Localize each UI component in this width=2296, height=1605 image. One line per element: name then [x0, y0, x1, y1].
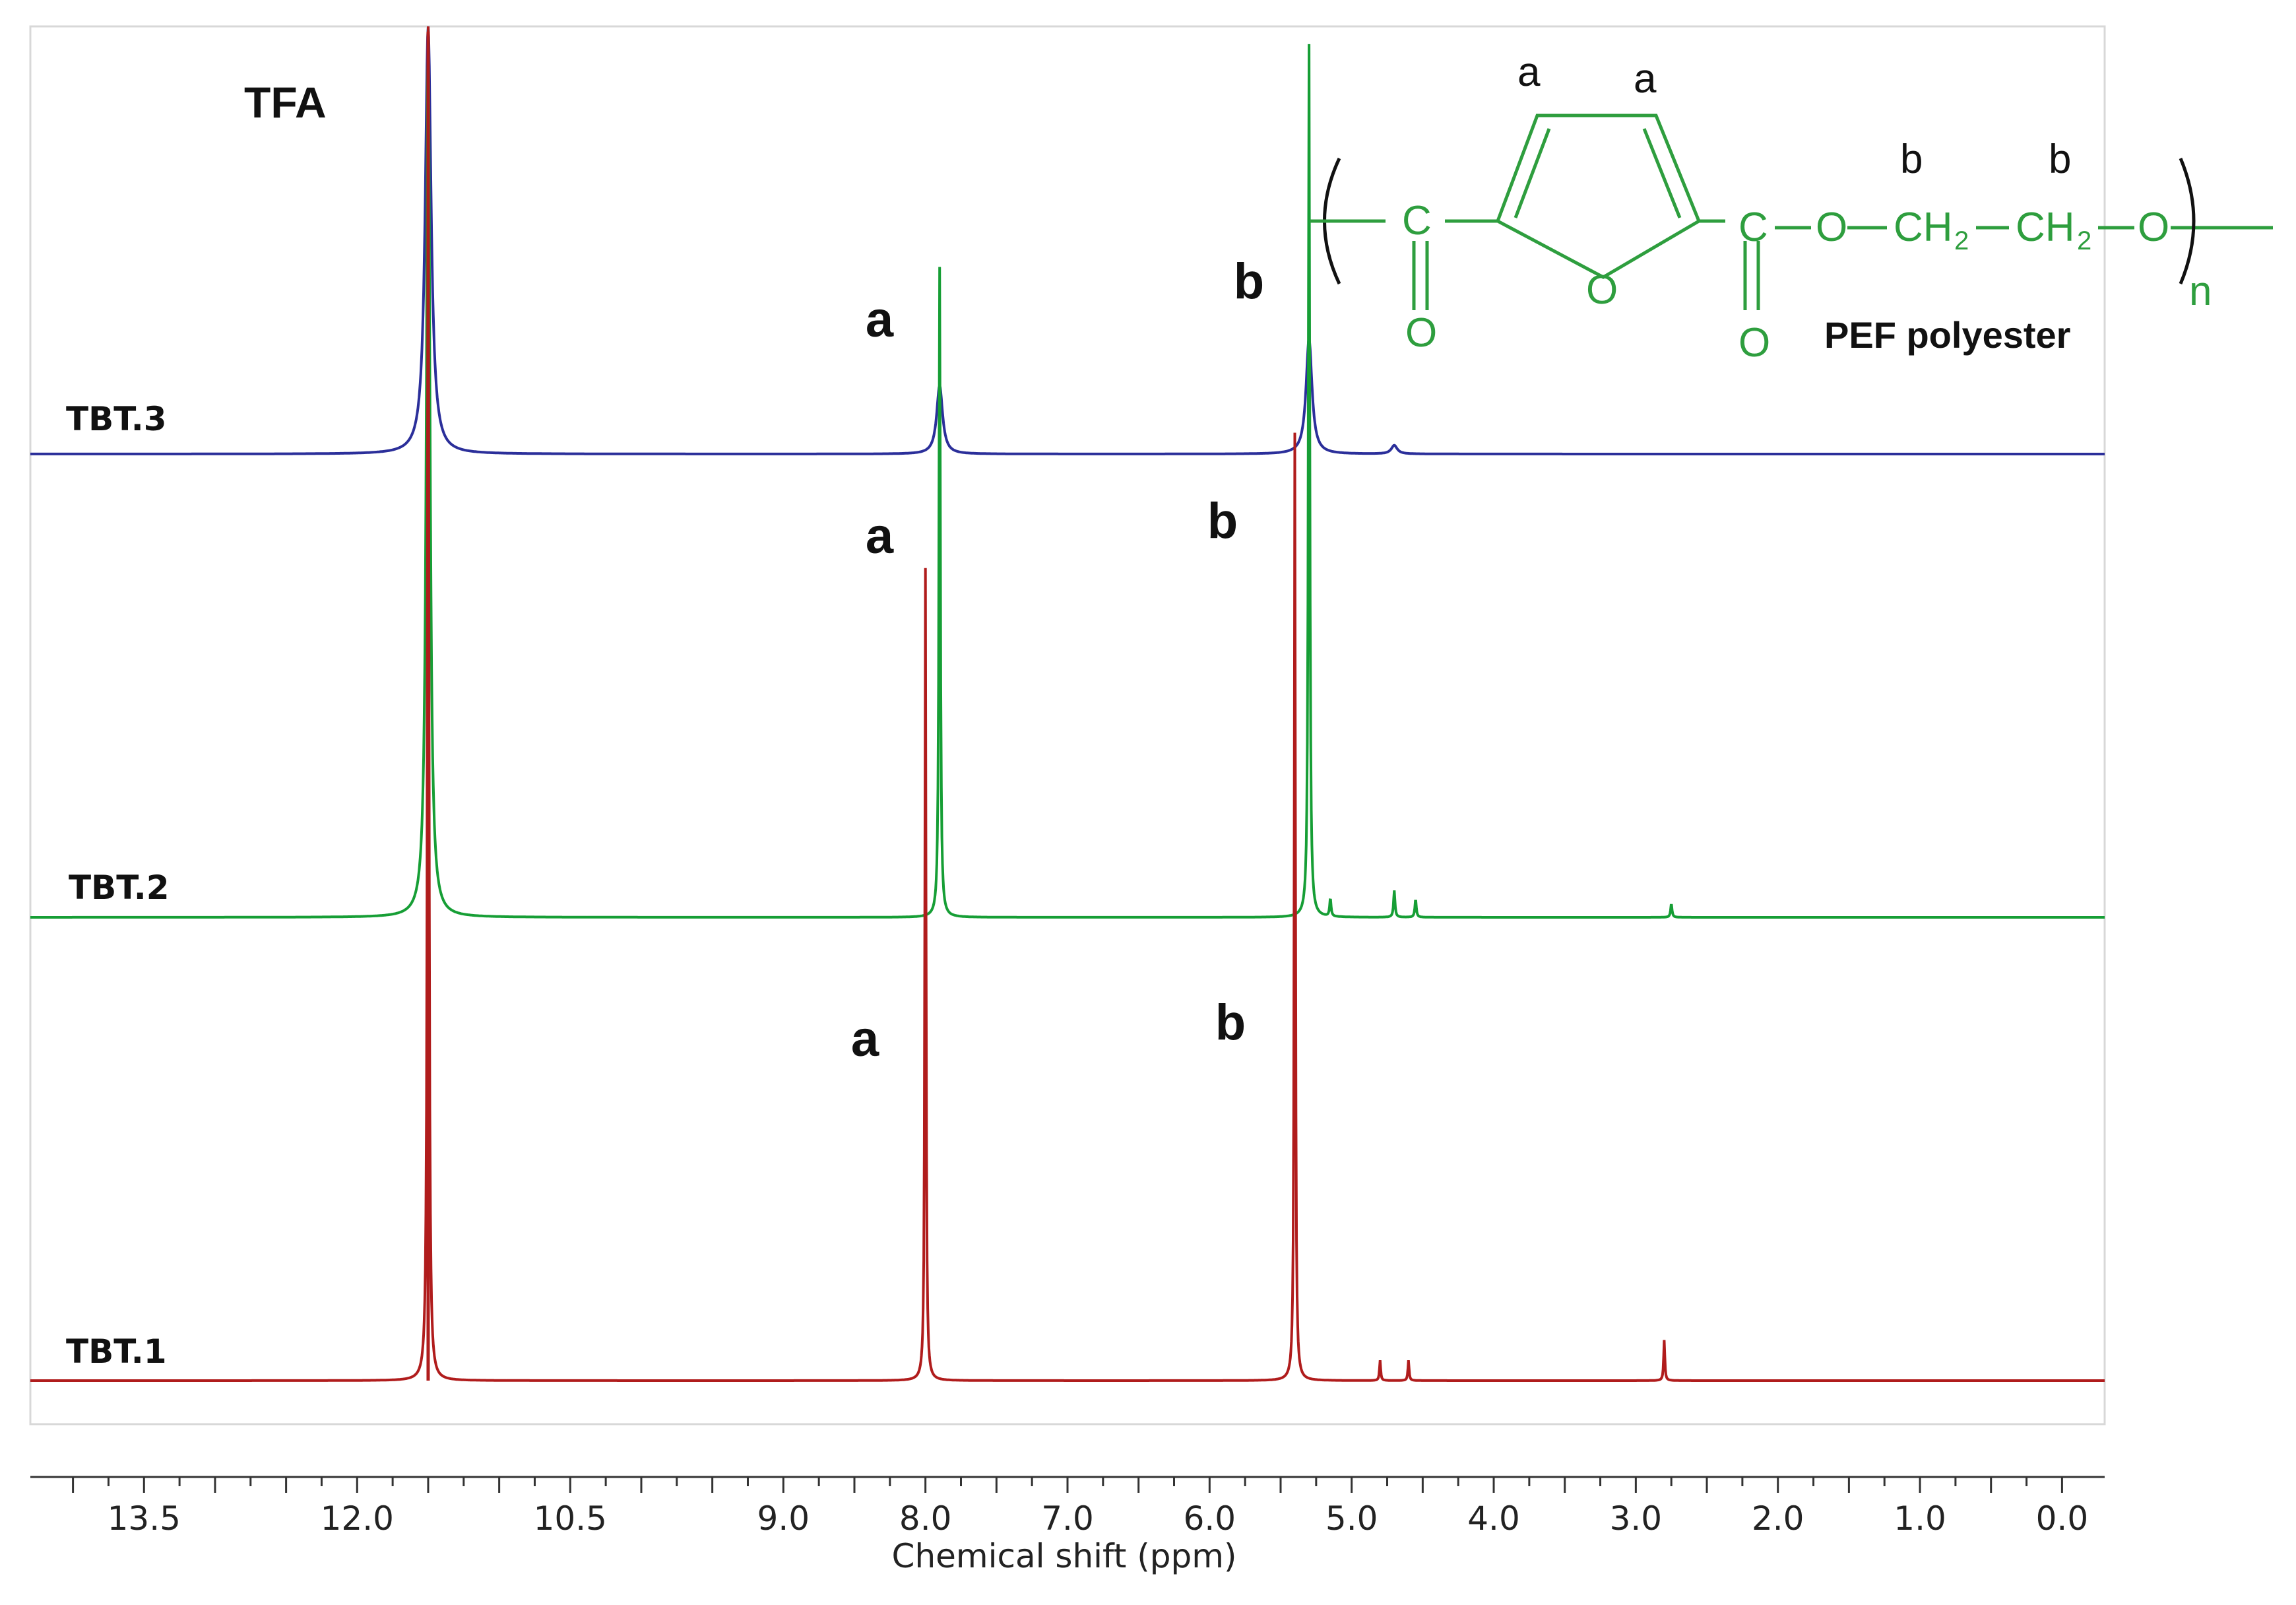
- pef-structure-text: C O O C O O CH 2 CH 2 O n a a b b PEF po…: [1402, 49, 2212, 366]
- structure-name: PEF polyester: [1824, 314, 2070, 356]
- x-tick-label: 4.0: [1467, 1499, 1520, 1538]
- x-axis-title: Chemical shift (ppm): [892, 1537, 1237, 1575]
- atom-c-left: C: [1402, 198, 1432, 244]
- furan-double-right: [1642, 128, 1682, 218]
- ch2-first-subscript: 2: [1954, 226, 1969, 255]
- trace-label-tbt3: TBT.3: [66, 400, 167, 438]
- peak-label-tbt3-b: b: [1234, 253, 1264, 310]
- furan-ring: [1495, 114, 1702, 279]
- x-tick-label: 13.5: [108, 1499, 181, 1538]
- furan-double-left: [1514, 128, 1551, 218]
- atom-o-left: O: [1405, 310, 1437, 356]
- trace-label-tbt1: TBT.1: [66, 1332, 167, 1371]
- atom-o-chain: O: [1816, 205, 1847, 250]
- struct-label-a-right: a: [1634, 56, 1657, 102]
- x-axis: 13.5 12.0 10.5 9.0 8.0 7.0 6.0 5.0 4.0 3.0 2.0 1.0 0…: [30, 1476, 2105, 1575]
- tfa-label: TFA: [244, 78, 327, 127]
- spectra-traces: [30, 26, 2105, 1382]
- spectrum-tbt-2: [30, 26, 2105, 919]
- peak-label-tbt3-a: a: [866, 292, 894, 348]
- x-axis-tick-labels: 13.5 12.0 10.5 9.0 8.0 7.0 6.0 5.0 4.0 3.0 2.0 1.0 0…: [108, 1499, 2089, 1538]
- x-axis-major-ticks: [72, 1477, 2063, 1493]
- x-tick-label: 0.0: [2036, 1499, 2089, 1538]
- x-tick-label: 12.0: [321, 1499, 394, 1538]
- ch2-second-subscript: 2: [2077, 226, 2091, 255]
- atom-o-right: O: [1738, 320, 1770, 366]
- pef-structure-diagram: [1310, 114, 2273, 310]
- spectrum-tbt-1: [30, 26, 2105, 1382]
- atom-o-end: O: [2138, 205, 2169, 250]
- x-axis-minor-ticks: [107, 1477, 2028, 1486]
- x-tick-label: 7.0: [1041, 1499, 1094, 1538]
- repeat-n: n: [2189, 269, 2212, 314]
- x-tick-label: 8.0: [899, 1499, 952, 1538]
- spectrum-tbt-3: [30, 26, 2105, 455]
- plot-frame: [29, 25, 2106, 1425]
- trace-label-tbt2: TBT.2: [69, 868, 170, 907]
- x-tick-label: 2.0: [1752, 1499, 1804, 1538]
- x-tick-label: 9.0: [757, 1499, 810, 1538]
- ch2-first: CH: [1894, 205, 1953, 250]
- peak-label-tbt2-a: a: [866, 508, 894, 564]
- ch2-second: CH: [2016, 205, 2075, 250]
- struct-label-b-right: b: [2049, 137, 2071, 182]
- x-tick-label: 10.5: [534, 1499, 607, 1538]
- x-tick-label: 6.0: [1184, 1499, 1236, 1538]
- peak-label-tbt2-b: b: [1207, 493, 1238, 549]
- right-parenthesis: [2179, 158, 2196, 284]
- peak-label-tbt1-a: a: [851, 1011, 879, 1067]
- atom-c-right: C: [1738, 205, 1768, 250]
- x-tick-label: 1.0: [1894, 1499, 1946, 1538]
- atom-o-ring: O: [1586, 267, 1618, 313]
- x-tick-label: 5.0: [1325, 1499, 1378, 1538]
- peak-label-tbt1-b: b: [1215, 995, 1246, 1051]
- struct-label-b-left: b: [1900, 137, 1923, 182]
- struct-label-a-left: a: [1517, 49, 1541, 95]
- x-tick-label: 3.0: [1610, 1499, 1663, 1538]
